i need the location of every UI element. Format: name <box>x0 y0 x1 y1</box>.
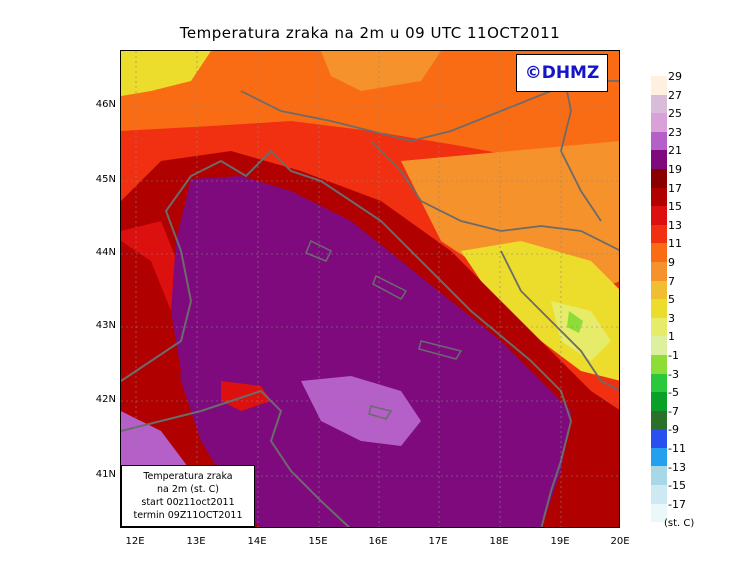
legend-swatch <box>651 131 667 151</box>
legend-swatch <box>651 150 667 169</box>
dhmz-logo: ©DHMZ <box>516 54 608 92</box>
lon-label: 20E <box>610 536 630 547</box>
legend-swatch <box>651 354 667 374</box>
alps-cool-zone <box>321 51 441 91</box>
info-line-1: Temperatura zraka <box>143 471 233 482</box>
lon-label: 16E <box>368 536 388 547</box>
legend-label: 21 <box>668 144 682 158</box>
legend-label: -17 <box>668 497 686 511</box>
legend-label: 27 <box>668 88 682 102</box>
lat-label: 42N <box>95 394 116 405</box>
lat-label: 41N <box>95 469 116 480</box>
legend-label: -1 <box>668 349 679 362</box>
legend-swatch <box>651 466 667 486</box>
island-brac <box>418 340 463 360</box>
info-line-4: termin 09Z11OCT2011 <box>133 510 243 521</box>
legend-label: -9 <box>668 423 679 437</box>
lon-label: 18E <box>489 536 509 547</box>
legend-label: -11 <box>668 442 686 455</box>
temperature-map <box>120 50 620 528</box>
border-dinaric <box>500 250 619 392</box>
legend-swatch <box>651 243 667 262</box>
legend-swatch <box>651 261 667 281</box>
legend-swatch <box>651 317 667 337</box>
legend-swatch <box>651 280 667 300</box>
legend-swatch <box>651 410 667 430</box>
legend-label: 25 <box>668 107 682 121</box>
alps-yellow-zone <box>121 51 211 96</box>
lon-label: 12E <box>125 536 145 547</box>
legend-swatch <box>651 336 667 355</box>
legend-swatch <box>651 113 667 132</box>
lon-label: 15E <box>308 536 328 547</box>
legend-label: 3 <box>668 311 675 325</box>
color-legend <box>651 76 667 523</box>
legend-label: -5 <box>668 386 679 400</box>
lon-label: 17E <box>428 536 448 547</box>
legend-swatch <box>651 299 667 318</box>
legend-label: 19 <box>668 163 682 176</box>
info-box: Temperatura zraka na 2m (st. C) start 00… <box>121 465 255 527</box>
legend-swatch <box>651 447 667 467</box>
legend-swatch <box>651 429 667 448</box>
legend-label: 13 <box>668 218 682 232</box>
legend-label: -13 <box>668 460 686 474</box>
legend-swatch <box>651 168 667 188</box>
legend-label: 23 <box>668 125 682 139</box>
legend-unit: (st. C) <box>664 518 695 529</box>
legend-label: 9 <box>668 256 675 269</box>
legend-label: -15 <box>668 479 686 493</box>
legend-swatch <box>651 373 667 393</box>
legend-label: 7 <box>668 274 675 288</box>
lat-label: 45N <box>95 174 116 185</box>
dinaric-coldest-spot <box>567 311 583 333</box>
legend-swatch <box>651 76 667 95</box>
info-line-3: start 00z11oct2011 <box>141 497 235 508</box>
legend-label: 29 <box>668 70 682 83</box>
legend-swatch <box>651 94 667 114</box>
lon-label: 19E <box>550 536 570 547</box>
lat-label: 46N <box>95 99 116 110</box>
map-canvas <box>121 51 619 527</box>
map-title: Temperatura zraka na 2m u 09 UTC 11OCT20… <box>179 24 561 42</box>
lat-label: 44N <box>95 247 116 258</box>
graticule <box>121 51 619 527</box>
dinaric-cool-zone <box>551 301 611 361</box>
legend-label: -7 <box>668 404 679 418</box>
island-vis <box>368 405 393 420</box>
legend-swatch <box>651 187 667 207</box>
legend-swatch <box>651 224 667 244</box>
border-inland <box>370 140 619 252</box>
legend-label: 11 <box>668 237 682 251</box>
island-pag <box>372 274 408 300</box>
sea-light-purple-zone <box>301 376 421 446</box>
legend-label: 17 <box>668 181 682 195</box>
alps-orange-zone <box>121 51 619 171</box>
legend-label: 1 <box>668 330 675 344</box>
lat-label: 43N <box>95 320 116 331</box>
legend-swatch <box>651 392 667 411</box>
legend-swatch <box>651 485 667 504</box>
lon-label: 13E <box>186 536 206 547</box>
legend-label: -3 <box>668 367 679 381</box>
island-krk <box>305 239 333 262</box>
info-line-2: na 2m (st. C) <box>157 484 219 495</box>
legend-label: 5 <box>668 293 675 307</box>
legend-label: 15 <box>668 200 682 214</box>
coastline-east <box>121 149 573 527</box>
lon-label: 14E <box>247 536 267 547</box>
legend-swatch <box>651 206 667 225</box>
legend-swatch <box>651 503 667 523</box>
